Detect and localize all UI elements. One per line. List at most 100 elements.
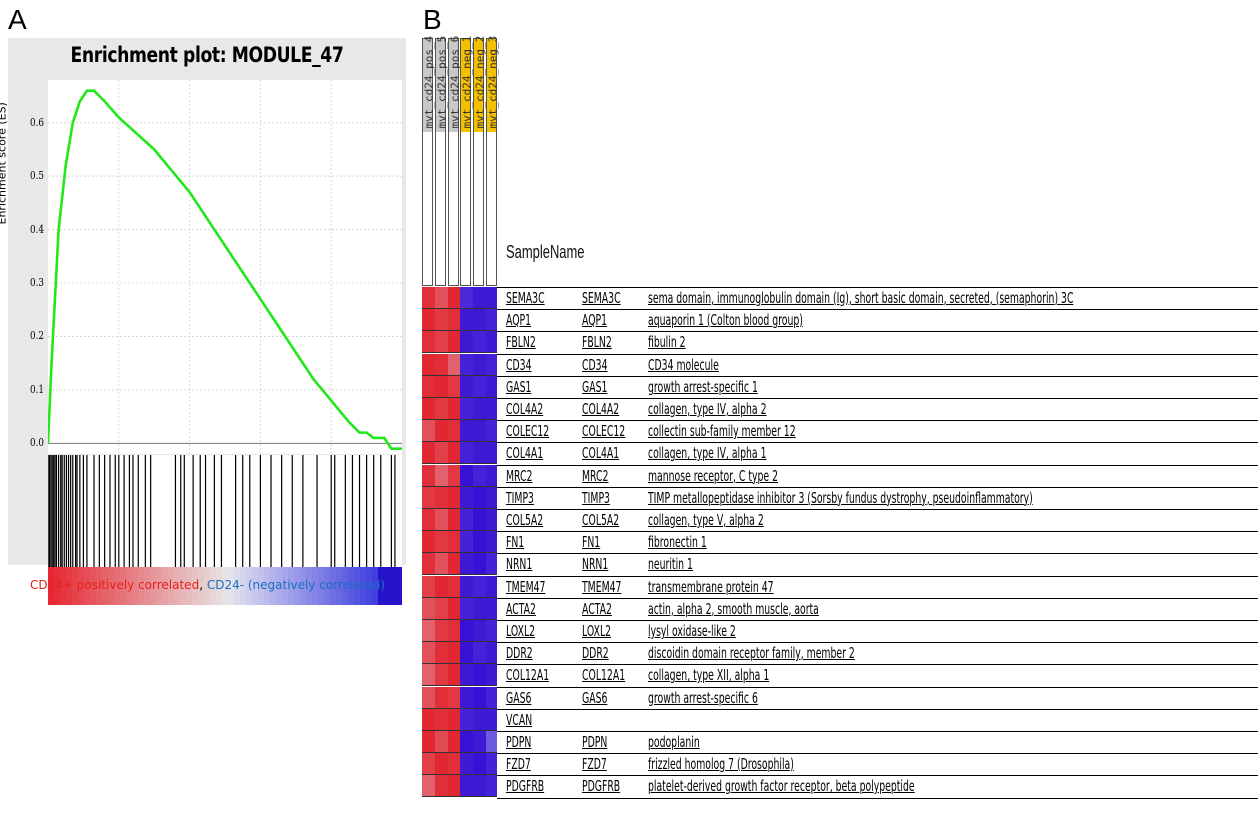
- sample-name-label: mvt_cd24_pos_4: [422, 35, 436, 129]
- heatmap-cell: [486, 731, 497, 753]
- sample-name-header: SampleName: [506, 242, 585, 262]
- rank-bar-segment: [48, 567, 55, 605]
- rank-bar-segment: [270, 567, 277, 605]
- hit-marks: [48, 455, 402, 567]
- heatmap-row: PDPN PDPN podoplanin: [422, 731, 1258, 753]
- rank-bar-segment: [78, 567, 85, 605]
- heatmap-cell: [435, 287, 448, 309]
- gene-name: CD34: [582, 355, 608, 374]
- heatmap-row: TMEM47 TMEM47 transmembrane protein 47: [422, 575, 1258, 598]
- gene-description: collagen, type XII, alpha 1: [648, 666, 770, 685]
- heatmap-cell: [473, 708, 486, 731]
- gene-name: COL5A2: [582, 511, 620, 529]
- y-tick-label: 0.5: [30, 169, 44, 183]
- row-divider: [497, 287, 1258, 288]
- heatmap-row: AQP1 AQP1 aquaporin 1 (Colton blood group): [422, 309, 1258, 332]
- rank-bar-segment: [282, 567, 289, 605]
- rank-bar-segment: [156, 567, 163, 605]
- heatmap-cell: [486, 331, 497, 354]
- heatmap-cell: [422, 486, 435, 509]
- heatmap-cell: [460, 509, 473, 531]
- gene-name: FZD7: [582, 755, 607, 774]
- heatmap-cell: [460, 775, 473, 798]
- rank-bar-segment: [354, 567, 361, 605]
- heatmap-cell: [486, 287, 497, 309]
- gene-description: collagen, type IV, alpha 2: [648, 400, 767, 418]
- heatmap-cell: [448, 486, 460, 509]
- heatmap-cell: [422, 597, 435, 620]
- gene-name: TIMP3: [582, 488, 610, 507]
- heatmap-cell: [435, 309, 448, 332]
- heatmap-cell: [448, 753, 460, 776]
- heatmap-row: VCAN: [422, 708, 1258, 731]
- heatmap-row: FBLN2 FBLN2 fibulin 2: [422, 331, 1258, 354]
- heatmap-cell: [448, 664, 460, 687]
- sample-name-label: mvt_cd24_neg_1: [460, 35, 474, 129]
- rank-bar-segment: [186, 567, 193, 605]
- heatmap-cell: [448, 287, 460, 309]
- heatmap-cell: [448, 597, 460, 620]
- heatmap-cell: [422, 420, 435, 443]
- gene-symbol: DDR2: [506, 644, 533, 663]
- heatmap-cell: [460, 575, 473, 598]
- heatmap-cell: [435, 620, 448, 642]
- row-divider: [497, 331, 1258, 333]
- rank-bar-segment: [210, 567, 217, 605]
- heatmap-row: GAS1 GAS1 growth arrest-specific 1: [422, 375, 1258, 398]
- gene-description: growth arrest-specific 6: [648, 688, 758, 707]
- gene-symbol: FN1: [506, 533, 525, 552]
- heatmap-cell: [422, 553, 435, 576]
- heatmap-cell: [486, 708, 497, 731]
- heatmap-cell: [448, 531, 460, 554]
- sample-column-header: mvt_cd24_neg_3: [486, 36, 500, 286]
- heatmap-cell: [422, 575, 435, 598]
- heatmap-cell: [473, 620, 486, 642]
- gene-name: PDPN: [582, 733, 608, 751]
- heatmap-cell: [473, 553, 486, 576]
- gene-name: NRN1: [582, 555, 609, 574]
- heatmap-cell: [473, 486, 486, 509]
- heatmap-cell: [448, 420, 460, 443]
- heatmap-cell: [435, 686, 448, 709]
- heatmap-cell: [448, 509, 460, 531]
- heatmap-cell: [460, 486, 473, 509]
- heatmap-cell: [486, 686, 497, 709]
- heatmap-cell: [422, 753, 435, 776]
- heatmap-cell: [473, 575, 486, 598]
- heatmap-cell: [473, 464, 486, 487]
- rank-bar-segment: [300, 567, 307, 605]
- gene-symbol: COL5A2: [506, 511, 544, 529]
- heatmap-cell: [473, 398, 486, 420]
- heatmap-row: PDGFRB PDGFRB platelet-derived growth fact…: [422, 775, 1258, 798]
- y-tick-label: 0.6: [30, 115, 44, 129]
- heatmap-cell: [422, 464, 435, 487]
- heatmap-cell: [448, 353, 460, 376]
- gene-name: COL12A1: [582, 666, 626, 685]
- sample-column-header: mvt_cd24_neg_2: [473, 36, 487, 286]
- rank-bar-segment: [336, 567, 343, 605]
- heatmap-cell: [435, 375, 448, 398]
- heatmap-cell: [486, 642, 497, 665]
- row-divider: [497, 642, 1258, 644]
- rank-bar-segment: [264, 567, 271, 605]
- rank-bar-segment: [204, 567, 211, 605]
- gene-description: collagen, type IV, alpha 1: [648, 444, 767, 463]
- heatmap-cell: [435, 509, 448, 531]
- heatmap-cell: [448, 309, 460, 332]
- rank-bar-segment: [228, 567, 235, 605]
- gene-name: PDGFRB: [582, 777, 621, 796]
- rank-bar-segment: [366, 567, 373, 605]
- heatmap-cell: [486, 553, 497, 576]
- gene-name: SEMA3C: [582, 289, 621, 307]
- heatmap-cell: [460, 287, 473, 309]
- heatmap-cell: [460, 597, 473, 620]
- heatmap-cell: [473, 686, 486, 709]
- heatmap-row: MRC2 MRC2 mannose receptor, C type 2: [422, 464, 1258, 487]
- heatmap-cell: [422, 731, 435, 753]
- heatmap-cell: [486, 597, 497, 620]
- row-divider: [497, 575, 1258, 577]
- gene-description: frizzled homolog 7 (Drosophila): [648, 755, 794, 774]
- rank-bar-segment: [162, 567, 169, 605]
- rank-bar-segment: [294, 567, 301, 605]
- gene-description: CD34 molecule: [648, 355, 719, 374]
